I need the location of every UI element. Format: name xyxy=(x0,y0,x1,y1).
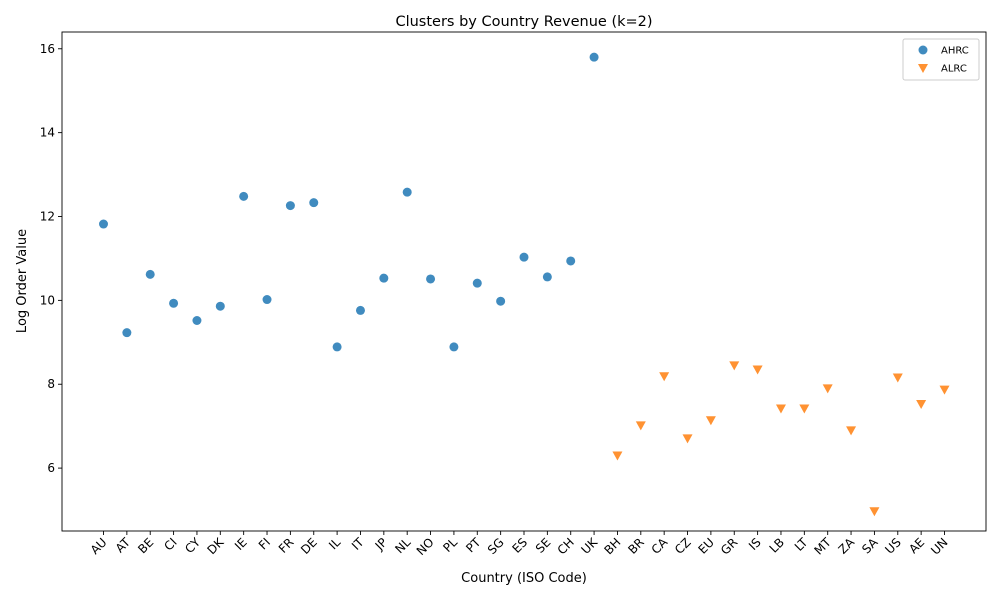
data-point-alrc xyxy=(705,416,716,426)
data-point-alrc xyxy=(822,384,833,394)
data-point-ahrc xyxy=(449,342,459,352)
data-point-alrc xyxy=(892,373,903,383)
data-point-ahrc xyxy=(332,342,342,352)
data-point-alrc xyxy=(799,404,810,414)
data-point-ahrc xyxy=(355,305,365,315)
data-point-ahrc xyxy=(496,296,506,306)
data-points xyxy=(99,52,950,517)
data-point-alrc xyxy=(659,372,670,382)
data-point-alrc xyxy=(775,404,786,414)
data-point-ahrc xyxy=(426,274,436,284)
data-point-ahrc xyxy=(169,298,179,308)
legend: AHRC ALRC xyxy=(902,38,980,81)
y-tick-label: 16 xyxy=(40,42,55,56)
data-point-ahrc xyxy=(589,52,599,62)
data-point-ahrc xyxy=(566,256,576,266)
data-point-ahrc xyxy=(542,272,552,282)
data-point-ahrc xyxy=(402,187,412,197)
data-point-ahrc xyxy=(122,328,132,338)
data-point-ahrc xyxy=(215,301,225,311)
chart-title: Clusters by Country Revenue (k=2) xyxy=(395,14,652,30)
y-tick-label: 12 xyxy=(40,210,55,224)
y-tick-label: 8 xyxy=(47,377,55,391)
data-point-alrc xyxy=(752,365,763,375)
data-point-alrc xyxy=(846,426,857,436)
x-axis-label: Country (ISO Code) xyxy=(461,571,587,586)
data-point-ahrc xyxy=(379,273,389,283)
data-point-alrc xyxy=(869,507,880,517)
data-point-ahrc xyxy=(519,252,529,262)
data-point-alrc xyxy=(916,399,927,409)
data-point-alrc xyxy=(939,385,950,395)
y-axis-label: Log Order Value xyxy=(15,229,30,333)
data-point-ahrc xyxy=(145,269,155,279)
data-point-alrc xyxy=(682,434,693,444)
data-point-ahrc xyxy=(285,201,295,211)
data-point-ahrc xyxy=(309,198,319,208)
legend-label-ahrc: AHRC xyxy=(941,46,969,57)
data-point-ahrc xyxy=(472,278,482,288)
data-point-ahrc xyxy=(192,315,202,325)
data-point-ahrc xyxy=(262,295,272,305)
legend-marker-ahrc xyxy=(918,45,928,55)
y-axis-ticks: 6 8 10 12 14 16 xyxy=(40,42,62,475)
y-tick-label: 10 xyxy=(40,293,55,307)
y-tick-label: 14 xyxy=(40,126,55,140)
data-point-alrc xyxy=(729,361,740,371)
data-point-ahrc xyxy=(99,219,108,229)
data-point-alrc xyxy=(612,451,623,461)
legend-marker-alrc xyxy=(918,64,928,73)
data-point-ahrc xyxy=(239,191,249,201)
y-tick-label: 6 xyxy=(47,461,55,475)
data-point-alrc xyxy=(635,421,646,431)
legend-label-alrc: ALRC xyxy=(941,64,967,75)
